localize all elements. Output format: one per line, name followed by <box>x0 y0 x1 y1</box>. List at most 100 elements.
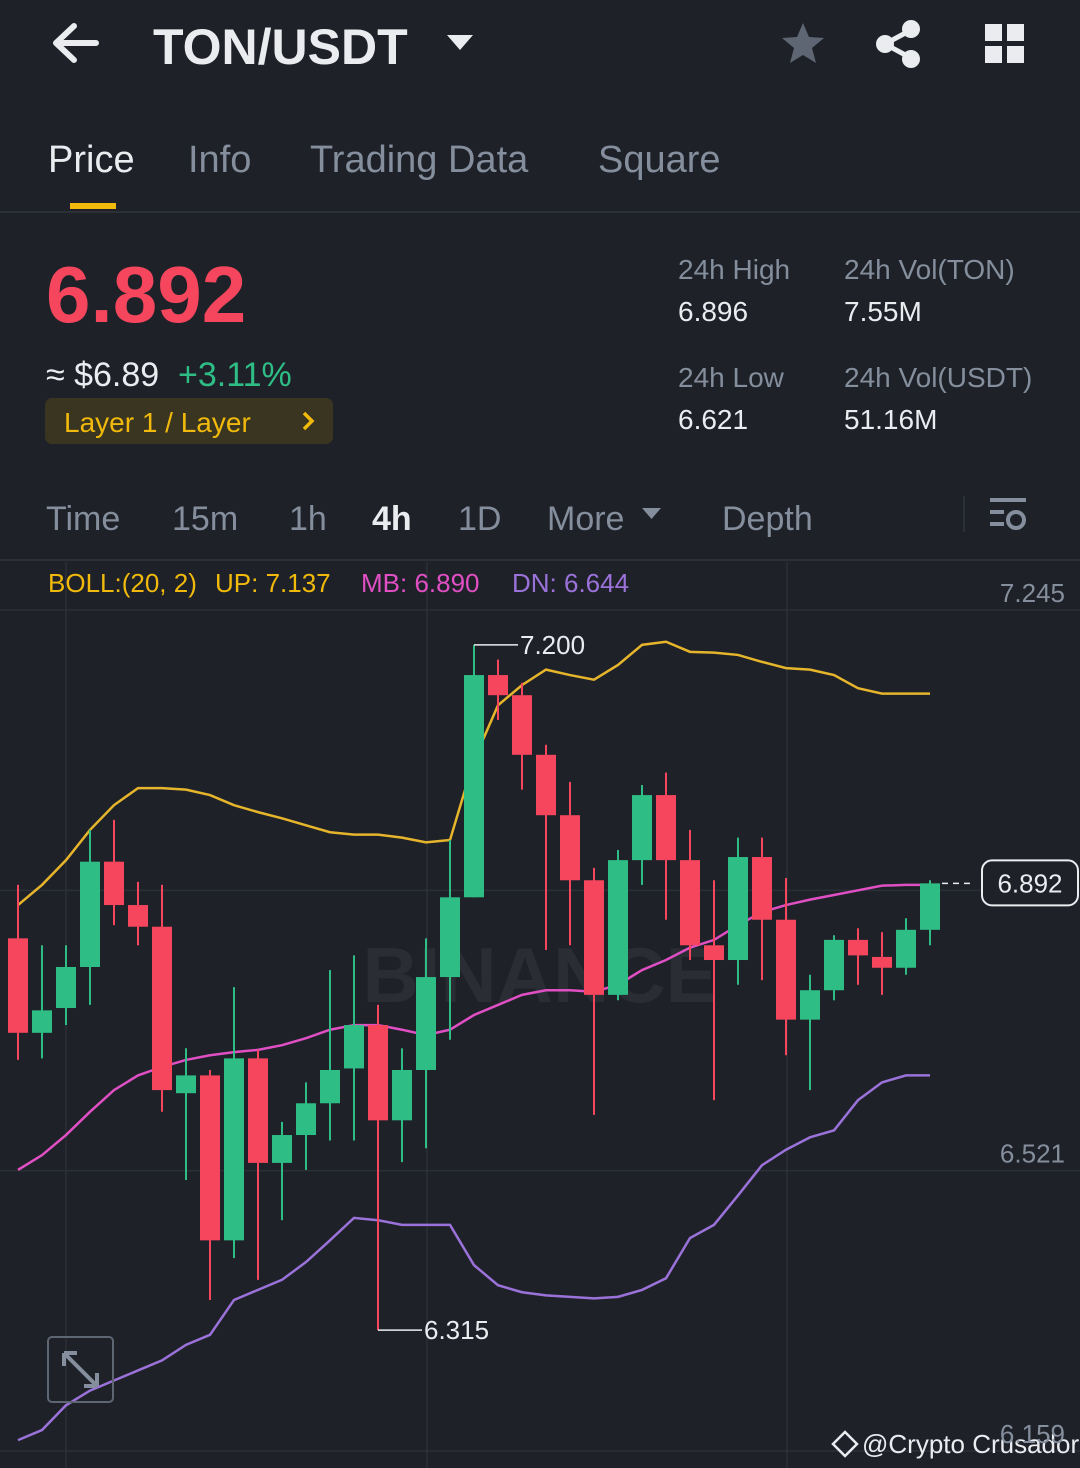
back-button[interactable] <box>53 23 99 63</box>
settings-bar <box>990 510 1004 514</box>
candle-body <box>128 905 148 927</box>
price-change: +3.11% <box>178 356 292 394</box>
grid-cell <box>1007 24 1024 41</box>
tab[interactable]: Info <box>188 139 251 181</box>
tab[interactable]: Trading Data <box>310 139 529 181</box>
candle-body <box>440 897 460 978</box>
interval[interactable]: 1D <box>458 500 501 538</box>
stat-label: 24h Vol(TON) <box>844 254 1015 285</box>
pair-title[interactable]: TON/USDT <box>153 19 408 75</box>
legend-entry: MB: 6.890 <box>361 568 480 598</box>
settings-bar <box>990 522 1004 526</box>
candle-body <box>632 795 652 861</box>
pair-dropdown[interactable] <box>447 35 473 50</box>
legend-entry: BOLL:(20, 2) <box>48 568 197 598</box>
more-dropdown[interactable] <box>642 508 661 519</box>
chart-settings[interactable] <box>990 498 1026 530</box>
candle-body <box>824 939 844 991</box>
candle-body <box>416 977 436 1070</box>
candle-body <box>512 695 532 755</box>
candle-body <box>224 1058 244 1241</box>
candle-body <box>296 1103 316 1136</box>
share-dot <box>902 20 920 38</box>
grid-cell <box>985 24 1002 41</box>
candle-body <box>392 1069 412 1121</box>
back-arrow <box>53 23 99 63</box>
candle-body <box>560 815 580 881</box>
candle-body <box>848 939 868 956</box>
candle-body <box>584 880 604 995</box>
candle-body <box>800 990 820 1020</box>
fullscreen-icon <box>62 1351 99 1388</box>
interval-more[interactable]: More <box>547 500 624 538</box>
bollinger-line <box>17 1074 930 1442</box>
max-label: 7.200 <box>520 630 585 660</box>
candle-body <box>656 795 676 861</box>
fiat-price: ≈ $6.89 <box>46 356 159 394</box>
divider <box>0 211 1080 213</box>
favorite-star[interactable] <box>782 23 824 63</box>
min-label: 6.315 <box>424 1315 489 1345</box>
brand-watermark: BINANCE <box>362 931 717 1019</box>
watermark: @Crypto Crusador <box>862 1429 1079 1459</box>
settings-bar <box>990 498 1026 502</box>
share-button[interactable] <box>876 20 920 68</box>
candle-body <box>104 861 124 906</box>
legend-entry: DN: 6.644 <box>512 568 629 598</box>
tag-chevron <box>302 411 315 431</box>
candle-body <box>176 1075 196 1094</box>
candle-body <box>536 754 556 816</box>
divider <box>963 496 965 532</box>
last-price: 6.892 <box>46 250 246 339</box>
grid-menu[interactable] <box>985 24 1024 63</box>
candle-body <box>368 1025 388 1121</box>
stat-value: 6.621 <box>678 404 748 435</box>
candle-body <box>920 883 940 930</box>
depth-tab[interactable]: Depth <box>722 500 813 538</box>
stat-label: 24h Low <box>678 362 785 393</box>
candle-body <box>488 675 508 696</box>
interval-active[interactable]: 4h <box>372 500 412 538</box>
candle-body <box>464 675 484 898</box>
tab-active[interactable]: Price <box>48 139 135 181</box>
candle-body <box>272 1135 292 1163</box>
candle-body <box>872 956 892 968</box>
share-dot <box>876 35 894 53</box>
candle-body <box>56 966 76 1009</box>
share-dot <box>902 50 920 68</box>
y-tick-label: 6.159 <box>1000 1419 1065 1449</box>
candle-body <box>80 861 100 967</box>
grid-cell <box>985 46 1002 63</box>
stat-label: 24h Vol(USDT) <box>844 362 1032 393</box>
last-price-box <box>981 859 1079 907</box>
last-price-label: 6.892 <box>997 868 1062 898</box>
candle-body <box>704 945 724 961</box>
tab[interactable]: Square <box>598 139 721 181</box>
candle-body <box>344 1025 364 1069</box>
y-tick-label: 7.245 <box>1000 578 1065 608</box>
tag-chip[interactable]: Layer 1 / Layer <box>45 398 333 444</box>
grid-cell <box>1007 46 1024 63</box>
candlestick-chart: BINANCE <box>0 562 1080 1468</box>
tag-text: Layer 1 / Layer <box>64 407 251 438</box>
stat-label: 24h High <box>678 254 790 285</box>
candle-body <box>152 926 172 1091</box>
tag-background <box>45 398 333 444</box>
interval[interactable]: 1h <box>289 500 327 538</box>
candle-body <box>728 857 748 961</box>
candle-body <box>248 1058 268 1163</box>
legend-entry: UP: 7.137 <box>215 568 331 598</box>
tab-indicator <box>70 203 116 209</box>
divider <box>0 559 1080 561</box>
candle-body <box>776 919 796 1020</box>
candle-body <box>32 1010 52 1033</box>
fullscreen-button[interactable] <box>47 1336 114 1403</box>
candle-body <box>8 938 28 1033</box>
candle-body <box>896 929 916 968</box>
candle-body <box>680 860 700 946</box>
interval[interactable]: Time <box>46 500 120 538</box>
interval[interactable]: 15m <box>172 500 238 538</box>
